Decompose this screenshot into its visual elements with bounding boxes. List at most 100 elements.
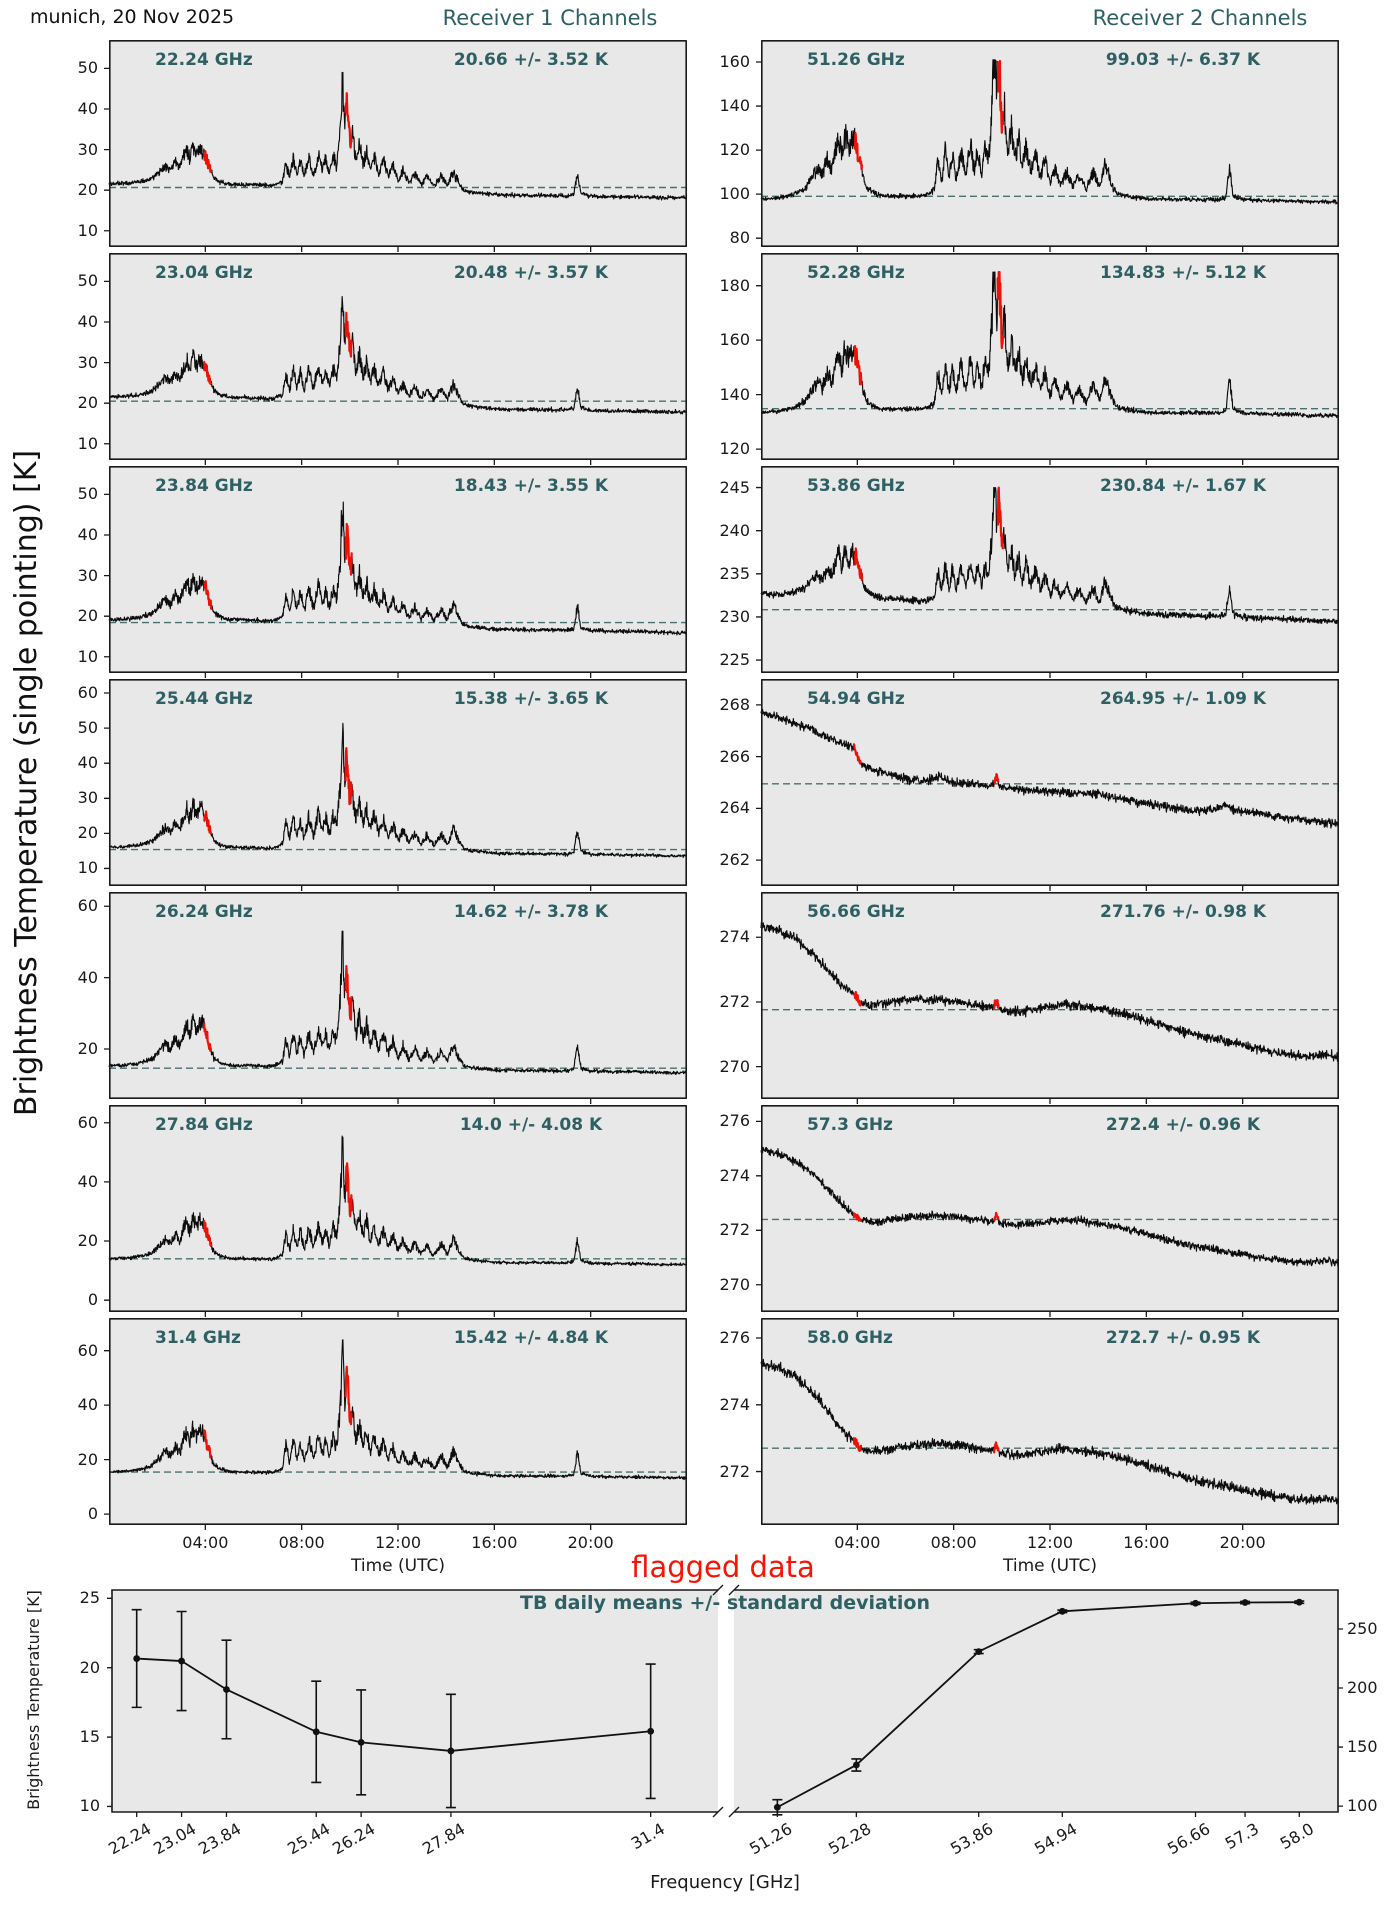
y-tick-label: 276: [719, 1328, 750, 1348]
y-tick-label: 120: [719, 140, 750, 160]
summary-y-tick-label: 20: [79, 1657, 100, 1677]
y-tick-label: 50: [77, 484, 98, 504]
panel-freq-label: 27.84 GHz: [155, 1115, 253, 1135]
y-tick-label: 270: [719, 1056, 750, 1076]
panel-freq-label: 54.94 GHz: [807, 689, 905, 709]
panel-stat-label: 20.66 +/- 3.52 K: [453, 50, 609, 70]
panel-stat-label: 264.95 +/- 1.09 K: [1100, 689, 1266, 709]
panel-freq-label: 53.86 GHz: [807, 476, 905, 496]
timeseries-canvas-23.84GHz: [99, 466, 687, 683]
summary-title: TB daily means +/- standard deviation: [520, 1592, 930, 1614]
timeseries-canvas-58.0GHz: [751, 1318, 1339, 1535]
panel-freq-label: 31.4 GHz: [155, 1328, 241, 1348]
y-tick-label: 264: [719, 798, 750, 818]
panel-stat-label: 272.4 +/- 0.96 K: [1105, 1115, 1261, 1135]
y-tick-label: 266: [719, 746, 750, 766]
y-tick-label: 270: [719, 1274, 750, 1294]
y-tick-label: 0: [87, 1504, 98, 1524]
summary-right-y-tick-label: 100: [1347, 1796, 1378, 1816]
time-axis-label-left: Time (UTC): [351, 1556, 445, 1576]
timeseries-canvas-25.44GHz: [99, 679, 687, 896]
y-tick-label: 50: [77, 58, 98, 78]
y-tick-label: 50: [77, 271, 98, 291]
panel-freq-label: 25.44 GHz: [155, 689, 253, 709]
summary-y-tick-label: 10: [79, 1796, 100, 1816]
y-tick-label: 30: [77, 139, 98, 159]
y-tick-label: 40: [77, 525, 98, 544]
y-tick-label: 276: [719, 1111, 750, 1131]
y-tick-label: 40: [77, 753, 98, 773]
y-tick-label: 30: [77, 352, 98, 372]
timeseries-canvas-52.28GHz: [751, 253, 1339, 470]
x-tick-label: 20:00: [1219, 1533, 1266, 1552]
timeseries-canvas-27.84GHz: [99, 1105, 687, 1322]
x-tick-label: 16:00: [471, 1533, 518, 1552]
summary-y-tick-label: 15: [79, 1727, 100, 1747]
y-tick-label: 60: [77, 683, 98, 703]
panel-freq-label: 51.26 GHz: [807, 50, 905, 70]
y-tick-label: 30: [77, 788, 98, 808]
y-tick-label: 272: [719, 991, 750, 1011]
y-tick-label: 50: [77, 718, 98, 738]
y-tick-label: 40: [77, 1171, 98, 1191]
panel-freq-label: 23.04 GHz: [155, 263, 253, 283]
station-date-label: munich, 20 Nov 2025: [30, 6, 235, 28]
y-tick-label: 10: [77, 433, 98, 453]
timeseries-canvas-57.3GHz: [751, 1105, 1339, 1322]
y-tick-label: 30: [77, 565, 98, 585]
summary-right-y-tick-label: 150: [1347, 1737, 1378, 1757]
y-tick-label: 230: [719, 606, 750, 626]
y-tick-label: 60: [77, 896, 98, 916]
main-y-axis-label: Brightness Temperature (single pointing)…: [9, 449, 44, 1117]
y-tick-label: 20: [77, 823, 98, 843]
y-tick-label: 60: [77, 1112, 98, 1132]
y-tick-label: 80: [729, 228, 750, 248]
panel-freq-label: 58.0 GHz: [807, 1328, 893, 1348]
x-tick-label: 20:00: [567, 1533, 614, 1552]
receiver2-title: Receiver 2 Channels: [1092, 6, 1308, 30]
timeseries-canvas-26.24GHz: [99, 892, 687, 1109]
panel-stat-label: 272.7 +/- 0.95 K: [1105, 1328, 1261, 1348]
timeseries-canvas-53.86GHz: [751, 466, 1339, 683]
y-tick-label: 274: [719, 1394, 750, 1414]
panel-freq-label: 52.28 GHz: [807, 263, 905, 283]
panel-freq-label: 22.24 GHz: [155, 50, 253, 70]
y-tick-label: 40: [77, 312, 98, 331]
x-tick-label: 12:00: [374, 1533, 422, 1552]
panel-stat-label: 14.62 +/- 3.78 K: [453, 902, 609, 922]
summary-x-axis-label: Frequency [GHz]: [650, 1872, 800, 1893]
summary-y-axis-label: Brightness Temperature [K]: [24, 1590, 43, 1810]
x-tick-label: 08:00: [278, 1533, 325, 1552]
panel-freq-label: 57.3 GHz: [807, 1115, 893, 1135]
time-axis-label-right: Time (UTC): [1003, 1556, 1097, 1576]
x-tick-label: 04:00: [834, 1533, 881, 1552]
y-tick-label: 225: [719, 650, 750, 670]
y-tick-label: 140: [719, 96, 750, 116]
y-tick-label: 120: [719, 439, 750, 459]
panel-stat-label: 14.0 +/- 4.08 K: [459, 1115, 603, 1135]
y-tick-label: 0: [87, 1290, 98, 1310]
panel-stat-label: 15.38 +/- 3.65 K: [453, 689, 609, 709]
timeseries-canvas-31.4GHz: [99, 1318, 687, 1535]
y-tick-label: 272: [719, 1220, 750, 1240]
timeseries-canvas-54.94GHz: [751, 679, 1339, 896]
panel-stat-label: 18.43 +/- 3.55 K: [453, 476, 609, 496]
y-tick-label: 240: [719, 520, 750, 540]
y-tick-label: 40: [77, 99, 98, 118]
y-tick-label: 180: [719, 275, 750, 295]
timeseries-canvas-23.04GHz: [99, 253, 687, 470]
y-tick-label: 40: [77, 967, 98, 987]
panel-stat-label: 99.03 +/- 6.37 K: [1105, 50, 1261, 70]
y-tick-label: 245: [719, 477, 750, 497]
y-tick-label: 100: [719, 184, 750, 204]
y-tick-label: 20: [77, 180, 98, 200]
timeseries-canvas-22.24GHz: [99, 40, 687, 257]
panel-stat-label: 271.76 +/- 0.98 K: [1100, 902, 1266, 922]
summary-right-y-tick-label: 250: [1347, 1618, 1378, 1638]
y-tick-label: 274: [719, 1165, 750, 1185]
panel-stat-label: 20.48 +/- 3.57 K: [453, 263, 609, 283]
y-tick-label: 268: [719, 694, 750, 714]
y-tick-label: 274: [719, 927, 750, 947]
y-tick-label: 160: [719, 330, 750, 350]
